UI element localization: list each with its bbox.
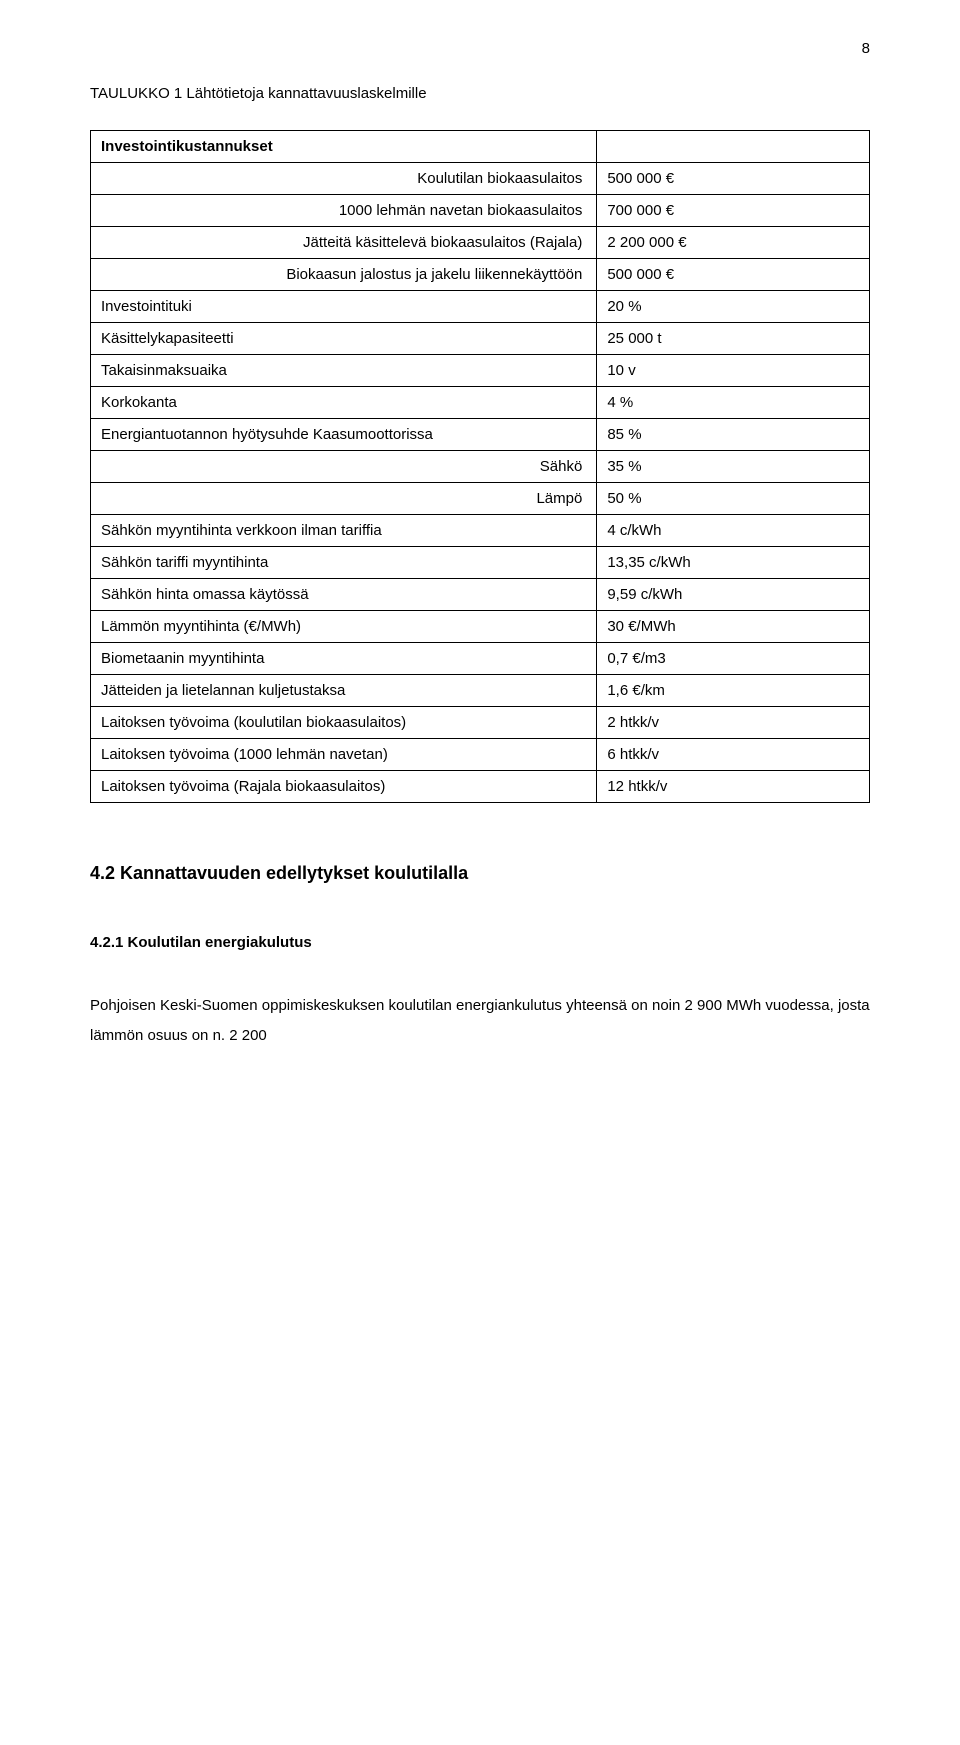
table-cell-label: Laitoksen työvoima (koulutilan biokaasul… xyxy=(91,707,597,739)
page-number: 8 xyxy=(90,40,870,57)
table-cell-label: Korkokanta xyxy=(91,387,597,419)
heading-level-3: 4.2.1 Koulutilan energiakulutus xyxy=(90,934,870,951)
table-cell-value: 85 % xyxy=(597,419,870,451)
table-row: Jätteitä käsittelevä biokaasulaitos (Raj… xyxy=(91,227,870,259)
table-cell-value: 4 % xyxy=(597,387,870,419)
table-cell-value: 500 000 € xyxy=(597,259,870,291)
table-row: Laitoksen työvoima (koulutilan biokaasul… xyxy=(91,707,870,739)
table-cell-label: Laitoksen työvoima (Rajala biokaasulaito… xyxy=(91,771,597,803)
table-row: Investointituki20 % xyxy=(91,291,870,323)
table-row: 1000 lehmän navetan biokaasulaitos700 00… xyxy=(91,195,870,227)
table-cell-label: Investointituki xyxy=(91,291,597,323)
section-header-empty xyxy=(597,131,870,163)
table-row: Laitoksen työvoima (1000 lehmän navetan)… xyxy=(91,739,870,771)
table-cell-label: Sähkön hinta omassa käytössä xyxy=(91,579,597,611)
table-cell-label: Koulutilan biokaasulaitos xyxy=(91,163,597,195)
table-cell-value: 4 c/kWh xyxy=(597,515,870,547)
table-cell-value: 1,6 €/km xyxy=(597,675,870,707)
table-cell-value: 9,59 c/kWh xyxy=(597,579,870,611)
table-row: Sähkön myyntihinta verkkoon ilman tariff… xyxy=(91,515,870,547)
table-cell-label: Biokaasun jalostus ja jakelu liikennekäy… xyxy=(91,259,597,291)
table-row: Korkokanta4 % xyxy=(91,387,870,419)
table-cell-label: Lämmön myyntihinta (€/MWh) xyxy=(91,611,597,643)
table-cell-label: Biometaanin myyntihinta xyxy=(91,643,597,675)
table-cell-value: 25 000 t xyxy=(597,323,870,355)
table-cell-value: 35 % xyxy=(597,451,870,483)
table-cell-label: Sähkön myyntihinta verkkoon ilman tariff… xyxy=(91,515,597,547)
table-cell-label: 1000 lehmän navetan biokaasulaitos xyxy=(91,195,597,227)
table-row: Energiantuotannon hyötysuhde Kaasumootto… xyxy=(91,419,870,451)
table-cell-value: 30 €/MWh xyxy=(597,611,870,643)
table-cell-label: Energiantuotannon hyötysuhde Kaasumootto… xyxy=(91,419,597,451)
table-row: Sähkön tariffi myyntihinta13,35 c/kWh xyxy=(91,547,870,579)
table-section-header: Investointikustannukset xyxy=(91,131,870,163)
table-cell-value: 13,35 c/kWh xyxy=(597,547,870,579)
table-cell-label: Takaisinmaksuaika xyxy=(91,355,597,387)
table-cell-value: 2 200 000 € xyxy=(597,227,870,259)
table-cell-value: 700 000 € xyxy=(597,195,870,227)
table-cell-value: 6 htkk/v xyxy=(597,739,870,771)
table-cell-label: Sähkö xyxy=(91,451,597,483)
table-cell-label: Jätteiden ja lietelannan kuljetustaksa xyxy=(91,675,597,707)
table-row: Jätteiden ja lietelannan kuljetustaksa1,… xyxy=(91,675,870,707)
table-row: Biokaasun jalostus ja jakelu liikennekäy… xyxy=(91,259,870,291)
table-row: Takaisinmaksuaika10 v xyxy=(91,355,870,387)
table-row: Käsittelykapasiteetti25 000 t xyxy=(91,323,870,355)
table-title: TAULUKKO 1 Lähtötietoja kannattavuuslask… xyxy=(90,85,870,102)
heading-level-2: 4.2 Kannattavuuden edellytykset koulutil… xyxy=(90,863,870,884)
table-row: Lämmön myyntihinta (€/MWh)30 €/MWh xyxy=(91,611,870,643)
table-row: Biometaanin myyntihinta0,7 €/m3 xyxy=(91,643,870,675)
section-header-cell: Investointikustannukset xyxy=(91,131,597,163)
table-cell-label: Jätteitä käsittelevä biokaasulaitos (Raj… xyxy=(91,227,597,259)
table-cell-value: 500 000 € xyxy=(597,163,870,195)
table-row: Lämpö50 % xyxy=(91,483,870,515)
table-cell-value: 12 htkk/v xyxy=(597,771,870,803)
table-cell-label: Käsittelykapasiteetti xyxy=(91,323,597,355)
table-cell-value: 0,7 €/m3 xyxy=(597,643,870,675)
data-table: Investointikustannukset Koulutilan bioka… xyxy=(90,130,870,803)
table-cell-value: 50 % xyxy=(597,483,870,515)
table-cell-label: Lämpö xyxy=(91,483,597,515)
table-cell-value: 10 v xyxy=(597,355,870,387)
table-row: Laitoksen työvoima (Rajala biokaasulaito… xyxy=(91,771,870,803)
table-row: Sähkön hinta omassa käytössä9,59 c/kWh xyxy=(91,579,870,611)
table-cell-label: Laitoksen työvoima (1000 lehmän navetan) xyxy=(91,739,597,771)
body-paragraph: Pohjoisen Keski-Suomen oppimiskeskuksen … xyxy=(90,991,870,1051)
table-row: Sähkö35 % xyxy=(91,451,870,483)
table-row: Koulutilan biokaasulaitos500 000 € xyxy=(91,163,870,195)
table-cell-value: 20 % xyxy=(597,291,870,323)
table-cell-label: Sähkön tariffi myyntihinta xyxy=(91,547,597,579)
table-cell-value: 2 htkk/v xyxy=(597,707,870,739)
